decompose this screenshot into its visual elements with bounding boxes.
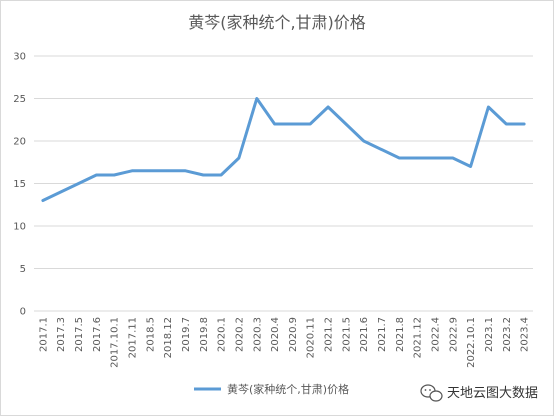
data-point [398,157,401,159]
data-point [77,182,80,185]
data-point [433,157,436,159]
data-point [291,123,294,125]
x-tick-label: 2022.4 [430,317,441,352]
x-tick-label: 2017.11 [128,317,139,358]
gridlines [34,55,533,312]
x-tick-label: 2022.9 [448,317,459,352]
x-tick-label: 2022.10.1 [466,317,477,368]
data-point [237,157,240,159]
x-tick-label: 2020.2 [234,317,245,352]
x-tick-label: 2020.3 [252,317,263,352]
x-tick-label: 2017.3 [56,317,67,352]
x-tick-label: 2017.1 [38,317,49,352]
x-tick-label: 2021.2 [324,317,335,352]
data-point [220,174,223,176]
x-tick-label: 2023.1 [484,317,495,352]
data-point [505,123,508,125]
x-tick-label: 2018.5 [145,317,156,352]
data-point [469,165,472,168]
x-tick-label: 2021.6 [359,317,370,352]
data-point [166,169,169,172]
data-point [380,148,383,151]
data-point [255,97,258,100]
data-point [362,140,365,142]
x-tick-label: 2020.4 [270,317,281,352]
data-point [309,123,312,125]
data-point [451,157,454,159]
x-tick-label: 2019.7 [181,317,192,352]
legend: 黄芩(家种统个,甘肃)价格 [194,382,349,396]
data-point [487,106,490,108]
data-point [148,169,151,172]
series-layer [41,97,526,202]
y-tick-label: 20 [13,137,26,148]
y-tick-label: 15 [13,179,26,190]
wechat-icon [420,384,443,402]
data-point [59,191,62,193]
x-tick-label: 2020.9 [288,317,299,352]
watermark-text: 天地云图大数据 [447,386,538,401]
x-tick-label: 2017.6 [92,317,103,352]
data-point [131,169,134,172]
x-tick-label: 2019.8 [199,317,210,352]
x-tick-label: 2020.11 [306,317,317,358]
x-tick-label: 2021.5 [341,317,352,352]
legend-label: 黄芩(家种统个,甘肃)价格 [227,382,349,396]
data-point [95,174,98,176]
x-tick-label: 2021.12 [413,317,424,358]
x-tick-label: 2021.8 [395,317,406,352]
data-point [416,157,419,159]
y-tick-label: 30 [13,52,26,63]
x-tick-label: 2023.4 [520,317,531,352]
y-axis-ticks: 0 5 10 15 20 25 30 [13,52,26,318]
y-tick-label: 0 [20,307,26,318]
data-point [523,123,526,125]
y-tick-label: 5 [20,264,26,275]
x-tick-label: 2020.1 [217,317,228,352]
data-point [41,199,44,202]
data-point [344,123,347,125]
data-point [184,169,187,172]
x-tick-label: 2023.2 [502,317,513,352]
watermark: 天地云图大数据 [420,384,538,402]
x-tick-label: 2021.7 [377,317,388,352]
y-tick-label: 25 [13,94,26,105]
data-point [327,106,330,108]
x-tick-label: 2017.5 [74,317,85,352]
series-line [41,97,526,202]
data-point [202,174,205,176]
x-axis-ticks: 2017.1 2017.3 2017.5 2017.6 2017.10.1 2017.11… [38,317,530,368]
x-tick-label: 2017.10.1 [110,317,121,368]
chart-title: 黄芩(家种统个,甘肃)价格 [188,13,366,32]
data-point [113,174,116,176]
data-point [273,123,276,125]
y-tick-label: 10 [13,222,26,233]
x-tick-label: 2018.12 [163,317,174,358]
